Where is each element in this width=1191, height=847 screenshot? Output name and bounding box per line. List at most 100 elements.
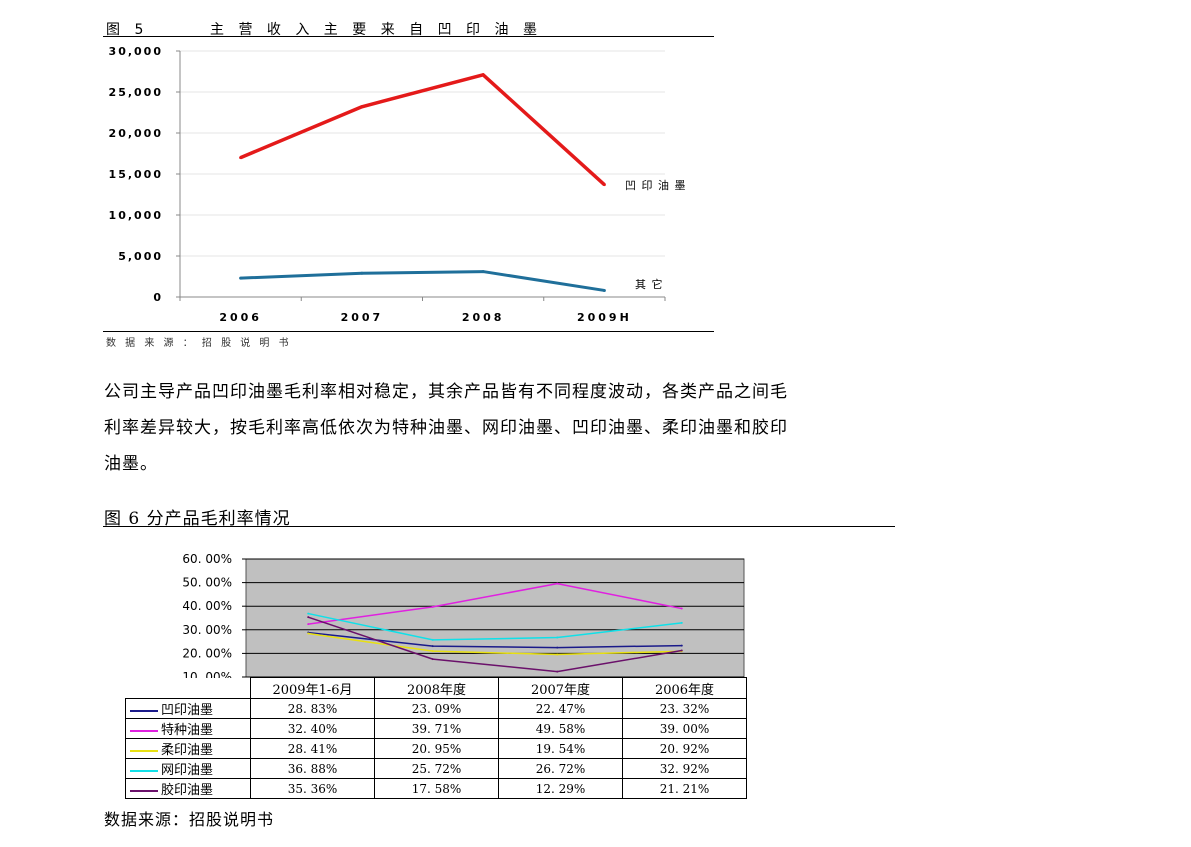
table-cell: 22. 47% [498, 698, 623, 719]
legend-swatch [130, 749, 158, 752]
chart1-data-point [239, 156, 243, 160]
table-cell: 17. 58% [374, 778, 499, 799]
figure6-rule [103, 526, 895, 527]
chart2-data-point [556, 646, 559, 649]
chart1-svg: 0 5,000 10,000 15,000 20,000 25,000 30,000 2006… [109, 45, 687, 324]
chart2-svg: 10. 00% 20. 00% 30. 00% 40. 00% 50. 00% 60. 0… [182, 552, 745, 678]
table-cell: 35. 36% [250, 778, 375, 799]
legend-swatch [130, 789, 158, 792]
legend-label: 凹印油墨 [161, 703, 214, 718]
chart1-data-point [481, 73, 485, 77]
legend-cell: 胶印油墨 [125, 778, 251, 799]
legend-cell: 柔印油墨 [125, 738, 251, 759]
table-cell: 28. 83% [250, 698, 375, 719]
chart1-xtick-label: 2008 [462, 311, 505, 324]
chart2-data-point [556, 636, 559, 639]
legend-label: 特种油墨 [161, 723, 214, 738]
table-corner [126, 678, 251, 699]
chart1-ytick-label: 25,000 [109, 86, 163, 99]
chart1-series-label: 其 它 [635, 277, 664, 291]
table-header-row: 2009年1-6月 2008年度 2007年度 2006年度 [126, 677, 747, 699]
chart1-data-point [602, 288, 606, 292]
table-header-cell: 2007年度 [498, 677, 623, 699]
chart2-plot-area [245, 558, 745, 678]
table-cell: 12. 29% [498, 778, 623, 799]
chart2-data-point [431, 605, 434, 608]
chart1-data-point [360, 105, 364, 109]
figure6-title: 图 6 分产品毛利率情况 [104, 509, 291, 529]
chart1-data-point [481, 270, 485, 274]
chart2-ytick-label: 20. 00% [182, 646, 232, 660]
paragraph-line-3: 油墨。 [104, 454, 158, 474]
legend-label: 柔印油墨 [161, 743, 214, 758]
chart2-series-line [308, 582, 682, 625]
table-cell: 20. 95% [374, 738, 499, 759]
table-cell: 23. 09% [374, 698, 499, 719]
chart1-data-point [602, 183, 606, 187]
legend-cell: 凹印油墨 [125, 698, 251, 719]
chart2-series-line [308, 616, 682, 673]
chart2-data-point [556, 670, 559, 673]
figure5-source: 数 据 来 源 ： 招 股 说 明 书 [106, 338, 292, 349]
legend-swatch [130, 729, 158, 732]
chart1-series-line [240, 270, 605, 292]
chart1-ytick-label: 30,000 [109, 45, 163, 58]
chart2-data-point [307, 623, 310, 626]
chart2-data-point [680, 607, 683, 610]
table-cell: 26. 72% [498, 758, 623, 779]
table-row: 凹印油墨 28. 83% 23. 09% 22. 47% 23. 32% [125, 698, 747, 719]
figure5-label: 图 5 [106, 22, 149, 38]
chart2-series-line [308, 631, 682, 649]
chart1-xtick-label: 2009H [577, 311, 632, 324]
table-cell: 19. 54% [498, 738, 623, 759]
chart2-series-line [308, 612, 682, 641]
table-row: 网印油墨 36. 88% 25. 72% 26. 72% 32. 92% [125, 758, 747, 779]
table-header-cell: 2009年1-6月 [250, 677, 375, 699]
legend-cell: 特种油墨 [125, 718, 251, 739]
table-cell: 32. 40% [250, 718, 375, 739]
table-header-cell: 2008年度 [374, 677, 499, 699]
chart2-ytick-label: 60. 00% [182, 552, 232, 566]
legend-swatch [130, 709, 158, 712]
table-row: 胶印油墨 35. 36% 17. 58% 12. 29% 21. 21% [125, 778, 747, 799]
chart2-data-point [431, 650, 434, 653]
chart1-xtick-label: 2007 [341, 311, 384, 324]
chart2-ytick-label: 30. 00% [182, 623, 232, 637]
chart1-xtick-label: 2006 [219, 311, 262, 324]
figure5-title: 主 营 收 入 主 要 来 自 凹 印 油 墨 [210, 22, 542, 38]
chart2-ytick-label: 10. 00% [182, 670, 232, 678]
table-cell: 23. 32% [622, 698, 747, 719]
chart2-data-point [307, 632, 310, 635]
table-cell: 49. 58% [498, 718, 623, 739]
paragraph-line-2: 利率差异较大，按毛利率高低依次为特种油墨、网印油墨、凹印油墨、柔印油墨和胶印 [104, 418, 788, 438]
chart1-ytick-label: 15,000 [109, 168, 163, 181]
chart1-data-point [239, 276, 243, 280]
table-cell: 28. 41% [250, 738, 375, 759]
chart2-data-point [431, 638, 434, 641]
chart2-data-point [680, 644, 683, 647]
chart2-data-point [680, 621, 683, 624]
table-row: 柔印油墨 28. 41% 20. 95% 19. 54% 20. 92% [125, 738, 747, 759]
chart1-ytick-label: 0 [153, 291, 163, 304]
chart2-data-point [307, 612, 310, 615]
chart1-series-label: 凹 印 油 墨 [625, 178, 687, 192]
table-cell: 21. 21% [622, 778, 747, 799]
table-row: 特种油墨 32. 40% 39. 71% 49. 58% 39. 00% [125, 718, 747, 739]
chart2-data-point [307, 616, 310, 619]
table-header-cell: 2006年度 [622, 677, 747, 699]
chart2-ytick-label: 40. 00% [182, 599, 232, 613]
figure5-bottom-rule [103, 331, 714, 332]
chart1-ytick-label: 20,000 [109, 127, 163, 140]
chart2-data-point [431, 645, 434, 648]
paragraph-line-1: 公司主导产品凹印油墨毛利率相对稳定，其余产品皆有不同程度波动，各类产品之间毛 [104, 382, 788, 402]
chart1-ytick-label: 10,000 [109, 209, 163, 222]
chart1-ytick-label: 5,000 [118, 250, 163, 263]
table-cell: 39. 00% [622, 718, 747, 739]
table-cell: 25. 72% [374, 758, 499, 779]
chart2-data-point [431, 658, 434, 661]
chart2-data-point [680, 649, 683, 652]
chart2-ytick-label: 50. 00% [182, 576, 232, 590]
chart1-series-line [239, 73, 606, 186]
legend-swatch [130, 769, 158, 772]
legend-label: 胶印油墨 [161, 783, 214, 798]
